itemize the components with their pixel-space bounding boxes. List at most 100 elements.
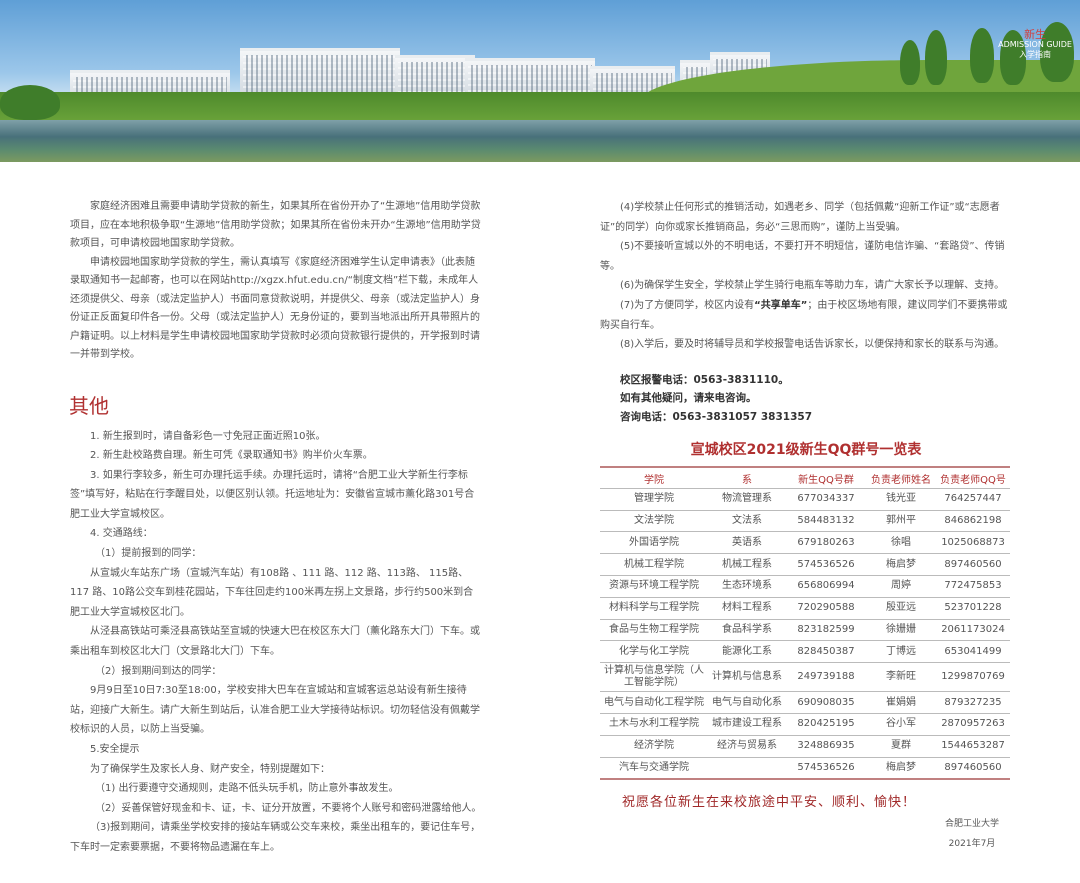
cell-teacher-name: 丁博远: [866, 640, 936, 664]
cell-department: 物流管理系: [708, 488, 786, 511]
table-row: 管理学院 物流管理系 677034337 钱光亚 764257447: [600, 488, 1010, 511]
table-row: 机械工程学院 机械工程系 574536526 梅启梦 897460560: [600, 553, 1010, 576]
table-row: 计算机与信息学院（人工智能学院） 计算机与信息系 249739188 李新旺 12998…: [600, 662, 1010, 693]
loan-paragraph: 家庭经济困难且需要申请助学贷款的新生，如果其所在省份开办了“生源地”信用助学贷款…: [70, 201, 481, 249]
cell-teacher-name: 徐唱: [866, 531, 936, 555]
cell-teacher-qq: 897460560: [936, 553, 1010, 576]
other-items: 1. 新生报到时，请自备彩色一寸免冠正面近照10张。 2. 新生赴校路费自理。新…: [70, 427, 482, 858]
cell-teacher-qq: 1025068873: [936, 531, 1010, 555]
cell-group-qq: 690908035: [786, 691, 866, 714]
cell-group-qq: 574536526: [786, 757, 866, 780]
cell-group-qq: 677034337: [786, 488, 866, 511]
cell-college: 土木与水利工程学院: [600, 713, 708, 736]
notice-item: (5)不要接听宣城以外的不明电话，不要打开不明短信，谨防电信诈骗、“套路贷”、传…: [600, 241, 1005, 272]
cell-college: 汽车与交通学院: [600, 757, 708, 780]
cell-teacher-name: 徐姗姗: [866, 619, 936, 642]
header-department: 系: [708, 466, 786, 489]
loan-paragraph: 申请校园地国家助学贷款的学生，需认真填写《家庭经济困难学生认定申请表》（此表随录…: [70, 256, 480, 361]
notice-item: (7)为了方便同学，校区内设有“共享单车”；由于校区场地有限，建议同学们不要携带…: [600, 299, 1008, 331]
cell-teacher-name: 殷亚远: [866, 597, 936, 620]
cell-teacher-qq: 846862198: [936, 510, 1010, 533]
cell-group-qq: 820425195: [786, 713, 866, 736]
notice-item: （2）妥善保管好现金和卡、证，卡、证分开放置，不要将个人账号和密码泄露给他人。: [95, 802, 482, 814]
cell-department: 城市建设工程系: [708, 713, 786, 736]
cell-teacher-qq: 2870957263: [936, 713, 1010, 736]
cell-department: 材料工程系: [708, 597, 786, 620]
cell-department: 电气与自动化系: [708, 691, 786, 714]
cell-department: 经济与贸易系: [708, 735, 786, 758]
cell-teacher-name: 夏群: [866, 735, 936, 758]
cell-group-qq: 574536526: [786, 553, 866, 576]
header-teacher-qq: 负责老师QQ号: [936, 466, 1010, 489]
security-phone: 校区报警电话：0563-3831110。: [620, 373, 789, 386]
cell-group-qq: 249739188: [786, 662, 866, 693]
cell-group-qq: 720290588: [786, 597, 866, 620]
cell-college: 经济学院: [600, 735, 708, 758]
notice-item: 5.安全提示: [90, 744, 140, 755]
signature-org: 合肥工业大学: [944, 818, 999, 829]
notice-item: (8)入学后，要及时将辅导员和学校报警电话告诉家长，以便保持和家长的联系与沟通。: [620, 339, 1005, 351]
cell-teacher-qq: 764257447: [936, 488, 1010, 511]
section-title-other: 其他: [69, 393, 109, 418]
cell-college: 食品与生物工程学院: [600, 619, 708, 642]
cell-college: 资源与环境工程学院: [600, 575, 708, 598]
notice-item: 3. 如果行李较多，新生可办理托运手续。办理托运时，请将“合肥工业大学新生行李标…: [70, 469, 475, 520]
cell-teacher-qq: 523701228: [936, 597, 1010, 620]
cell-teacher-name: 谷小军: [866, 713, 936, 736]
cell-teacher-name: 郭州平: [866, 510, 936, 533]
notice-item: 为了确保学生及家长人身、财产安全，特别提醒如下：: [90, 763, 330, 775]
notice-item: 9月9日至10日7:30至18:00，学校安排大巴车在宣城站和宣城客运总站设有新…: [70, 685, 480, 736]
table-row: 电气与自动化工程学院 电气与自动化系 690908035 崔娟娟 879327235: [600, 691, 1010, 714]
table-row: 文法学院 文法系 584483132 郭州平 846862198: [600, 510, 1010, 533]
safety-items: (4)学校禁止任何形式的推销活动，如遇老乡、同学（包括佩戴“迎新工作证”或“志愿…: [600, 198, 1012, 426]
header-college: 学院: [600, 466, 708, 489]
notice-item: 从宣城火车站东广场（宣城汽车站）有108路 、111 路、112 路、113路、…: [70, 567, 474, 618]
cell-department: 生态环境系: [708, 575, 786, 598]
cell-teacher-name: 李新旺: [866, 662, 936, 693]
notice-item: （1) 出行要遵守交通规则，走路不低头玩手机，防止意外事故发生。: [95, 783, 399, 795]
signature: 合肥工业大学 2021年7月: [932, 814, 1012, 854]
notice-item: 从泾县高铁站可乘泾县高铁站至宣城的快速大巴在校区东大门（薰化路东大门）下车。或乘…: [70, 626, 480, 658]
cell-group-qq: 828450387: [786, 640, 866, 664]
campus-banner-image: 新生 ADMISSION GUIDE 入学指南: [0, 0, 1080, 162]
table-row: 资源与环境工程学院 生态环境系 656806994 周婷 772475853: [600, 575, 1010, 598]
table-row: 经济学院 经济与贸易系 324886935 夏群 1544653287: [600, 735, 1010, 758]
loan-section: 家庭经济困难且需要申请助学贷款的新生，如果其所在省份开办了“生源地”信用助学贷款…: [70, 198, 482, 365]
cell-department: 能源化工系: [708, 640, 786, 664]
cell-teacher-name: 梅启梦: [866, 757, 936, 780]
cell-college: 管理学院: [600, 488, 708, 511]
admission-guide-logo: 新生 ADMISSION GUIDE 入学指南: [998, 28, 1072, 59]
table-row: 食品与生物工程学院 食品科学系 823182599 徐姗姗 2061173024: [600, 619, 1010, 642]
cell-college: 外国语学院: [600, 531, 708, 555]
closing-wish: 祝愿各位新生在来校旅途中平安、顺利、愉快！: [622, 794, 917, 810]
cell-teacher-qq: 1299870769: [936, 662, 1010, 693]
cell-group-qq: 656806994: [786, 575, 866, 598]
cell-college: 材料科学与工程学院: [600, 597, 708, 620]
header-teacher-name: 负责老师姓名: [866, 466, 936, 489]
table-row: 土木与水利工程学院 城市建设工程系 820425195 谷小军 2870957263: [600, 713, 1010, 736]
cell-teacher-qq: 653041499: [936, 640, 1010, 664]
cell-group-qq: 584483132: [786, 510, 866, 533]
notice-item: (6)为确保学生安全，学校禁止学生骑行电瓶车等助力车，请广大家长予以理解、支持。: [620, 280, 1005, 292]
table-row: 外国语学院 英语系 679180263 徐唱 1025068873: [600, 531, 1010, 555]
header-group-qq: 新生QQ号群: [786, 466, 866, 489]
left-column: 家庭经济困难且需要申请助学贷款的新生，如果其所在省份开办了“生源地”信用助学贷款…: [69, 198, 482, 858]
cell-teacher-name: 崔娟娟: [866, 691, 936, 714]
inquiry-phone: 咨询电话：0563-3831057 3831357: [620, 410, 813, 423]
cell-department: 食品科学系: [708, 619, 786, 642]
notice-item: （2）报到期间到达的同学：: [95, 665, 222, 677]
cell-group-qq: 823182599: [786, 619, 866, 642]
qq-group-table: 学院 系 新生QQ号群 负责老师姓名 负责老师QQ号 管理学院 物流管理系 6770…: [600, 466, 1010, 780]
table-header-row: 学院 系 新生QQ号群 负责老师姓名 负责老师QQ号: [600, 466, 1010, 489]
cell-teacher-qq: 1544653287: [936, 735, 1010, 758]
cell-college: 电气与自动化工程学院: [600, 691, 708, 714]
cell-department: 文法系: [708, 510, 786, 533]
cell-college: 计算机与信息学院（人工智能学院）: [600, 662, 708, 693]
cell-department: [708, 757, 786, 780]
notice-item: 4. 交通路线：: [90, 528, 153, 540]
cell-teacher-name: 周婷: [866, 575, 936, 598]
table-row: 汽车与交通学院 574536526 梅启梦 897460560: [600, 757, 1010, 780]
qq-table-title: 宣城校区2021级新生QQ群号一览表: [690, 442, 922, 459]
cell-department: 机械工程系: [708, 553, 786, 576]
cell-teacher-qq: 897460560: [936, 757, 1010, 780]
